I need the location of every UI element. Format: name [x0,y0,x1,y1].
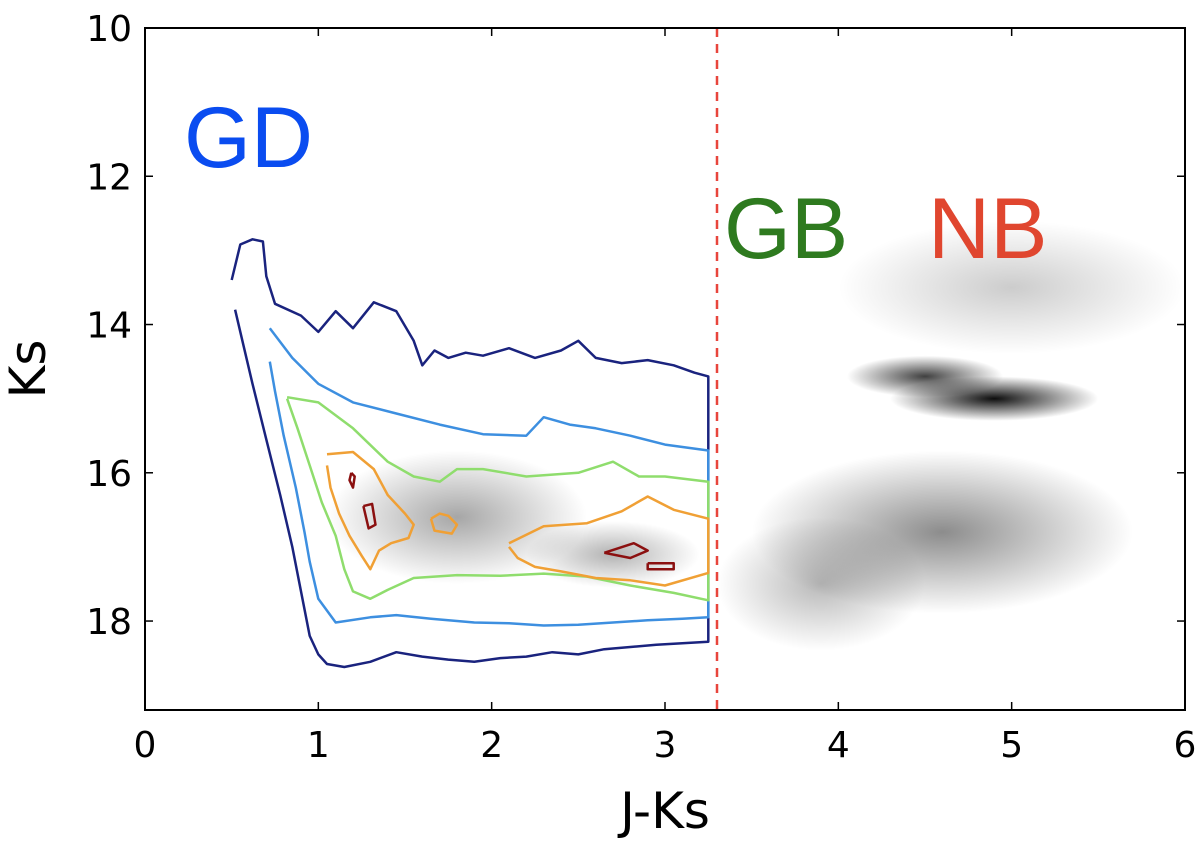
region-label-gd: GD [184,90,313,186]
x-tick-label: 5 [1000,725,1023,766]
y-tick-label: 12 [86,157,132,198]
contour-level-5-9 [646,561,675,571]
y-tick-label: 14 [86,306,132,347]
contour-level-3-2 [285,395,710,602]
y-tick-label: 16 [86,454,132,495]
x-axis-title: J-Ks [617,782,710,840]
y-tick-label: 10 [86,9,132,50]
contour-level-4-4 [429,512,459,535]
x-tick-label: 1 [307,725,330,766]
contour-level-4-3 [325,450,415,571]
x-tick-label: 3 [654,725,677,766]
contour-level-2-1 [268,327,710,627]
contour-level-5-7 [362,502,377,530]
contour-level-1-0 [230,238,710,669]
x-tick-label: 4 [827,725,850,766]
contour-level-5-6 [348,471,356,489]
contour-level-4-5 [508,495,710,587]
x-tick-label: 2 [480,725,503,766]
region-label-nb: NB [928,181,1047,277]
density-cloud-3 [847,355,1003,398]
density-cloud-5 [838,220,1185,355]
contour-level-5-8 [603,541,649,560]
x-tick-label: 0 [134,725,157,766]
region-label-gb: GB [724,181,848,277]
density-cloud-0 [327,450,587,584]
density-cloud-6 [717,517,925,651]
x-tick-label: 6 [1174,725,1197,766]
contour-layer [230,238,710,669]
density-layer [327,220,1185,651]
y-tick-label: 18 [86,602,132,643]
y-axis-title: Ks [0,340,57,399]
